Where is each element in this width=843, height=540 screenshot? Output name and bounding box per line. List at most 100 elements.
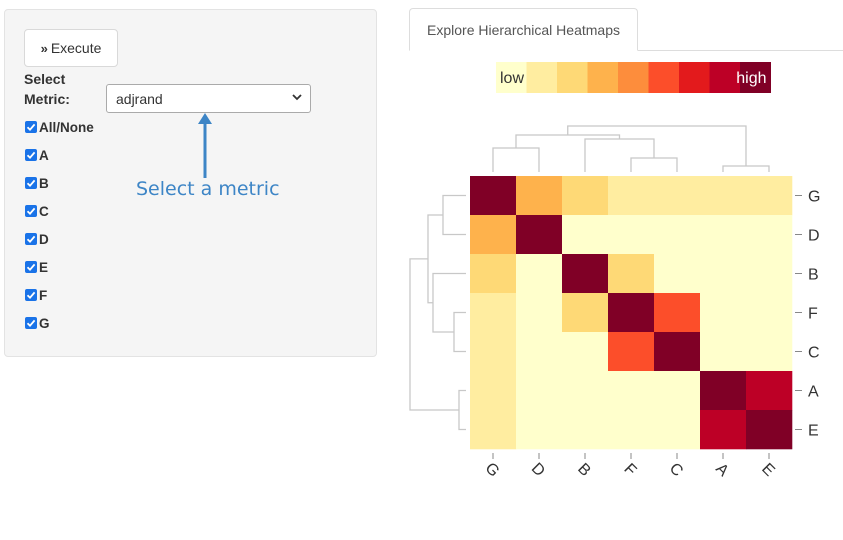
checkbox-c[interactable]: C	[25, 202, 49, 220]
metric-label: Select Metric:	[24, 69, 104, 109]
row-label: A	[808, 384, 819, 401]
heatmap-cell	[516, 176, 563, 216]
legend-swatch	[587, 62, 619, 93]
heatmap-cell	[562, 215, 609, 255]
row-dendrogram-branch	[427, 214, 443, 304]
row-label: D	[808, 228, 820, 245]
heatmap-cell	[470, 293, 517, 333]
heatmap-cell	[746, 215, 793, 255]
tab-label: Explore Hierarchical Heatmaps	[427, 21, 620, 38]
heatmap-cell	[746, 293, 793, 333]
column-dendrogram-branch	[567, 125, 747, 166]
heatmap-cell	[516, 293, 563, 333]
checkbox-b[interactable]: B	[25, 174, 49, 192]
annotation-arrow	[198, 113, 212, 178]
heatmap-cell	[562, 176, 609, 216]
heatmap-cell	[654, 410, 701, 450]
row-dendrogram-branch	[432, 272, 466, 333]
heatmap-cell	[562, 293, 609, 333]
checkbox-all-none[interactable]: All/None	[25, 118, 94, 136]
checkbox-checked-icon[interactable]	[25, 233, 37, 245]
legend-swatch	[679, 62, 710, 93]
checkbox-label: A	[39, 147, 49, 163]
column-dendrogram-branch	[515, 134, 621, 148]
legend-swatch	[618, 62, 649, 93]
checkbox-label: All/None	[39, 119, 94, 135]
checkbox-d[interactable]: D	[25, 230, 49, 248]
checkbox-checked-icon[interactable]	[25, 149, 37, 161]
checkbox-checked-icon[interactable]	[25, 289, 37, 301]
row-label: C	[808, 345, 820, 362]
heatmap-cell	[746, 410, 793, 450]
heatmap-cell	[700, 215, 747, 255]
checkbox-g[interactable]: G	[25, 314, 50, 332]
checkbox-checked-icon[interactable]	[25, 177, 37, 189]
legend-high-label: high	[736, 70, 766, 87]
legend-swatch	[526, 62, 558, 93]
heatmap-cell	[470, 410, 517, 450]
checkbox-a[interactable]: A	[25, 146, 49, 164]
heatmap-cell	[516, 215, 563, 255]
annotation-text: Select a metric	[136, 178, 280, 200]
heatmap-cell	[470, 332, 517, 372]
chevron-down-icon	[292, 94, 302, 101]
column-dendrogram-branch	[584, 138, 655, 172]
col-label: C	[666, 460, 686, 480]
legend-low-label: low	[500, 70, 524, 87]
legend-swatch	[557, 62, 588, 93]
heatmap-cell	[700, 293, 747, 333]
heatmap-cell	[608, 332, 655, 372]
heatmap-cell	[562, 332, 609, 372]
execute-label: Execute	[50, 40, 102, 56]
col-label: A	[712, 460, 732, 480]
checkbox-f[interactable]: F	[25, 286, 47, 304]
heatmap-cell	[746, 176, 793, 216]
row-label: E	[808, 423, 819, 440]
legend-swatch	[496, 62, 527, 93]
row-label: G	[808, 189, 820, 206]
row-dendrogram-branch	[453, 311, 466, 353]
heatmap-cell	[470, 176, 517, 216]
checkbox-checked-icon[interactable]	[25, 205, 37, 217]
column-dendrogram-branch	[492, 147, 540, 172]
checkbox-label: D	[39, 231, 49, 247]
checkbox-label: B	[39, 175, 49, 191]
heatmap-cell	[470, 254, 517, 294]
col-label: D	[528, 460, 548, 480]
col-label: G	[482, 460, 503, 481]
row-dendrogram-branch	[458, 389, 466, 431]
heatmap-cell	[608, 371, 655, 411]
checkbox-checked-icon[interactable]	[25, 317, 37, 329]
checkbox-e[interactable]: E	[25, 258, 48, 276]
heatmap-cell	[516, 371, 563, 411]
col-label: B	[574, 460, 594, 480]
heatmap-cell	[700, 332, 747, 372]
heatmap-cell	[608, 215, 655, 255]
heatmap-cell	[562, 410, 609, 450]
checkbox-label: G	[39, 315, 50, 331]
row-dendrogram-branch	[409, 258, 459, 411]
execute-button[interactable]: » Execute	[24, 29, 118, 67]
heatmap-cell	[516, 332, 563, 372]
heatmap-cell	[516, 410, 563, 450]
heatmap-cell	[470, 215, 517, 255]
checkbox-checked-icon[interactable]	[25, 121, 37, 133]
checkbox-label: E	[39, 259, 49, 275]
row-label: F	[808, 306, 818, 323]
input-panel	[4, 9, 377, 357]
heatmap-cell	[608, 176, 655, 216]
heatmap-cell	[654, 176, 701, 216]
checkbox-checked-icon[interactable]	[25, 261, 37, 273]
metric-label-line2: Metric:	[24, 91, 70, 107]
checkbox-label: F	[39, 287, 48, 303]
heatmap-cell	[562, 254, 609, 294]
heatmap-cell	[608, 254, 655, 294]
legend-swatch	[648, 62, 680, 93]
checkbox-label: C	[39, 203, 49, 219]
tab-explore-heatmaps[interactable]: Explore Hierarchical Heatmaps	[409, 8, 638, 51]
row-dendrogram-branch	[442, 194, 466, 236]
double-chevron-icon: »	[40, 40, 48, 56]
heatmap-cell	[608, 410, 655, 450]
metric-select[interactable]: adjrand	[106, 84, 311, 113]
